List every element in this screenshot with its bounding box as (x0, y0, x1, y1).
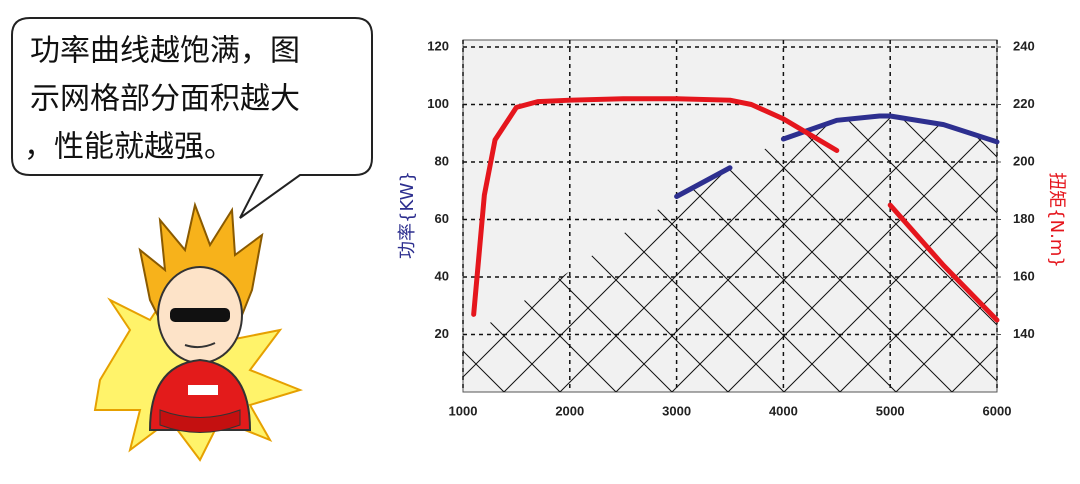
x-tick-label: 6000 (983, 403, 1012, 418)
x-tick-label: 3000 (662, 403, 691, 418)
y2-tick-label: 160 (1013, 268, 1035, 283)
series-line (471, 96, 1000, 323)
y2-tick-label: 140 (1013, 326, 1035, 341)
y-tick-label: 40 (435, 268, 449, 283)
bubble-text: 示网格部分面积越大 (30, 82, 300, 117)
y2-axis-title: 扭矩{N.m} (1046, 172, 1067, 268)
y2-tick-label: 200 (1013, 153, 1035, 168)
x-tick-label: 4000 (769, 403, 798, 418)
x-tick-label: 5000 (876, 403, 905, 418)
y-tick-label: 100 (427, 96, 449, 111)
x-tick-label: 1000 (449, 403, 478, 418)
bubble-text: 功率曲线越饱满，图 (30, 34, 300, 69)
y-tick-label: 20 (435, 326, 449, 341)
bubble-text: ，性能就越强。 (24, 130, 234, 165)
series-line (674, 113, 1000, 199)
y2-tick-label: 220 (1013, 96, 1035, 111)
y2-tick-label: 240 (1013, 38, 1035, 53)
y-tick-label: 60 (435, 211, 449, 226)
y-axis-title: 功率{KW} (397, 171, 418, 259)
hatched-area (463, 116, 997, 392)
cartoon (93, 201, 304, 462)
y-tick-label: 80 (435, 153, 449, 168)
y-tick-label: 120 (427, 38, 449, 53)
y2-tick-label: 180 (1013, 211, 1035, 226)
x-tick-label: 2000 (555, 403, 584, 418)
speech-bubble (11, 17, 373, 219)
